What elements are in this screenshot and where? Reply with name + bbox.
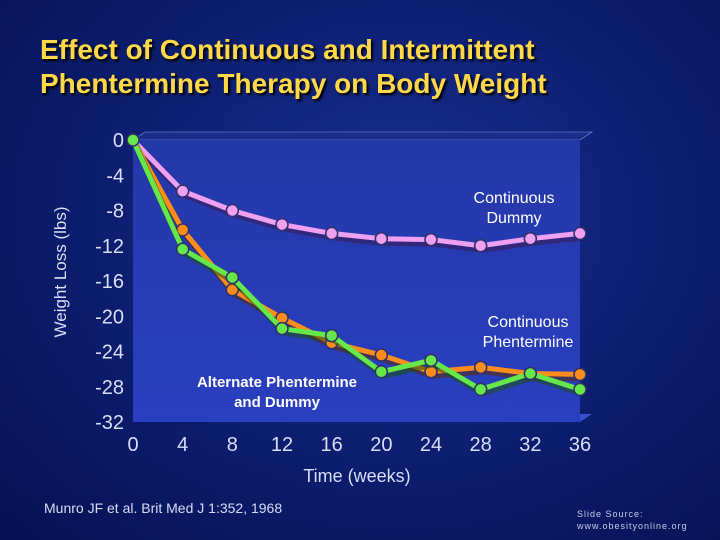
data-point bbox=[225, 203, 240, 218]
data-point bbox=[175, 184, 190, 198]
series-line bbox=[131, 138, 581, 249]
source-url: www.obesityonline.org bbox=[577, 521, 688, 531]
series-line bbox=[130, 138, 581, 377]
data-point bbox=[275, 321, 289, 336]
x-tick-label: 32 bbox=[519, 434, 541, 456]
x-tick-label: 16 bbox=[321, 434, 343, 456]
x-tick-label: 4 bbox=[177, 434, 188, 456]
y-tick-label: -16 bbox=[95, 271, 124, 293]
data-point bbox=[374, 365, 389, 379]
x-tick-label: 12 bbox=[271, 434, 293, 456]
data-point bbox=[424, 353, 438, 368]
data-point bbox=[473, 382, 488, 397]
series-label: Continuous bbox=[474, 190, 555, 207]
y-tick-label: -12 bbox=[95, 236, 124, 258]
data-point bbox=[523, 231, 538, 246]
data-point bbox=[374, 348, 389, 362]
y-tick-label: -24 bbox=[95, 342, 124, 364]
data-point bbox=[126, 133, 140, 147]
x-tick-label: 36 bbox=[569, 434, 591, 456]
series-label: Continuous bbox=[488, 314, 569, 331]
data-point bbox=[175, 242, 190, 257]
series-label: Alternate Phentermine bbox=[197, 374, 357, 391]
data-point bbox=[473, 360, 488, 375]
y-tick-label: -32 bbox=[95, 412, 124, 434]
y-tick-label: 0 bbox=[113, 130, 124, 152]
x-tick-label: 28 bbox=[470, 434, 492, 456]
data-point bbox=[324, 328, 339, 343]
data-point bbox=[573, 226, 587, 241]
slide-source: Slide Source: www.obesityonline.org bbox=[577, 508, 688, 532]
x-tick-label: 0 bbox=[127, 434, 138, 456]
series-line bbox=[130, 138, 581, 392]
y-tick-label: -28 bbox=[95, 377, 124, 399]
data-point bbox=[275, 217, 289, 232]
source-label: Slide Source: bbox=[577, 509, 644, 519]
slide-title: Effect of Continuous and Intermittent Ph… bbox=[40, 33, 680, 101]
data-point bbox=[225, 270, 240, 285]
data-point bbox=[374, 231, 389, 246]
series-label: Phentermine bbox=[483, 334, 574, 351]
plot-top-edge bbox=[132, 131, 593, 141]
x-tick-label: 8 bbox=[227, 434, 238, 456]
y-tick-label: -20 bbox=[95, 306, 124, 328]
data-point bbox=[523, 366, 538, 381]
y-tick-label: -8 bbox=[106, 201, 124, 223]
y-tick-label: -4 bbox=[106, 165, 124, 187]
data-point bbox=[324, 226, 339, 241]
x-tick-label: 24 bbox=[420, 434, 442, 456]
series-label: Dummy bbox=[486, 210, 541, 227]
series-label: and Dummy bbox=[234, 394, 321, 411]
series-line-shadow bbox=[132, 141, 583, 253]
data-point bbox=[573, 382, 587, 397]
data-point bbox=[424, 232, 438, 247]
x-tick-label: 20 bbox=[370, 434, 392, 456]
citation: Munro JF et al. Brit Med J 1:352, 1968 bbox=[44, 500, 283, 516]
y-axis-label: Weight Loss (lbs) bbox=[51, 206, 70, 337]
title-line-2: Phentermine Therapy on Body Weight bbox=[40, 68, 547, 99]
x-axis-label: Time (weeks) bbox=[303, 466, 410, 486]
data-point bbox=[473, 239, 488, 253]
title-line-1: Effect of Continuous and Intermittent bbox=[40, 34, 535, 65]
data-point bbox=[573, 367, 587, 382]
